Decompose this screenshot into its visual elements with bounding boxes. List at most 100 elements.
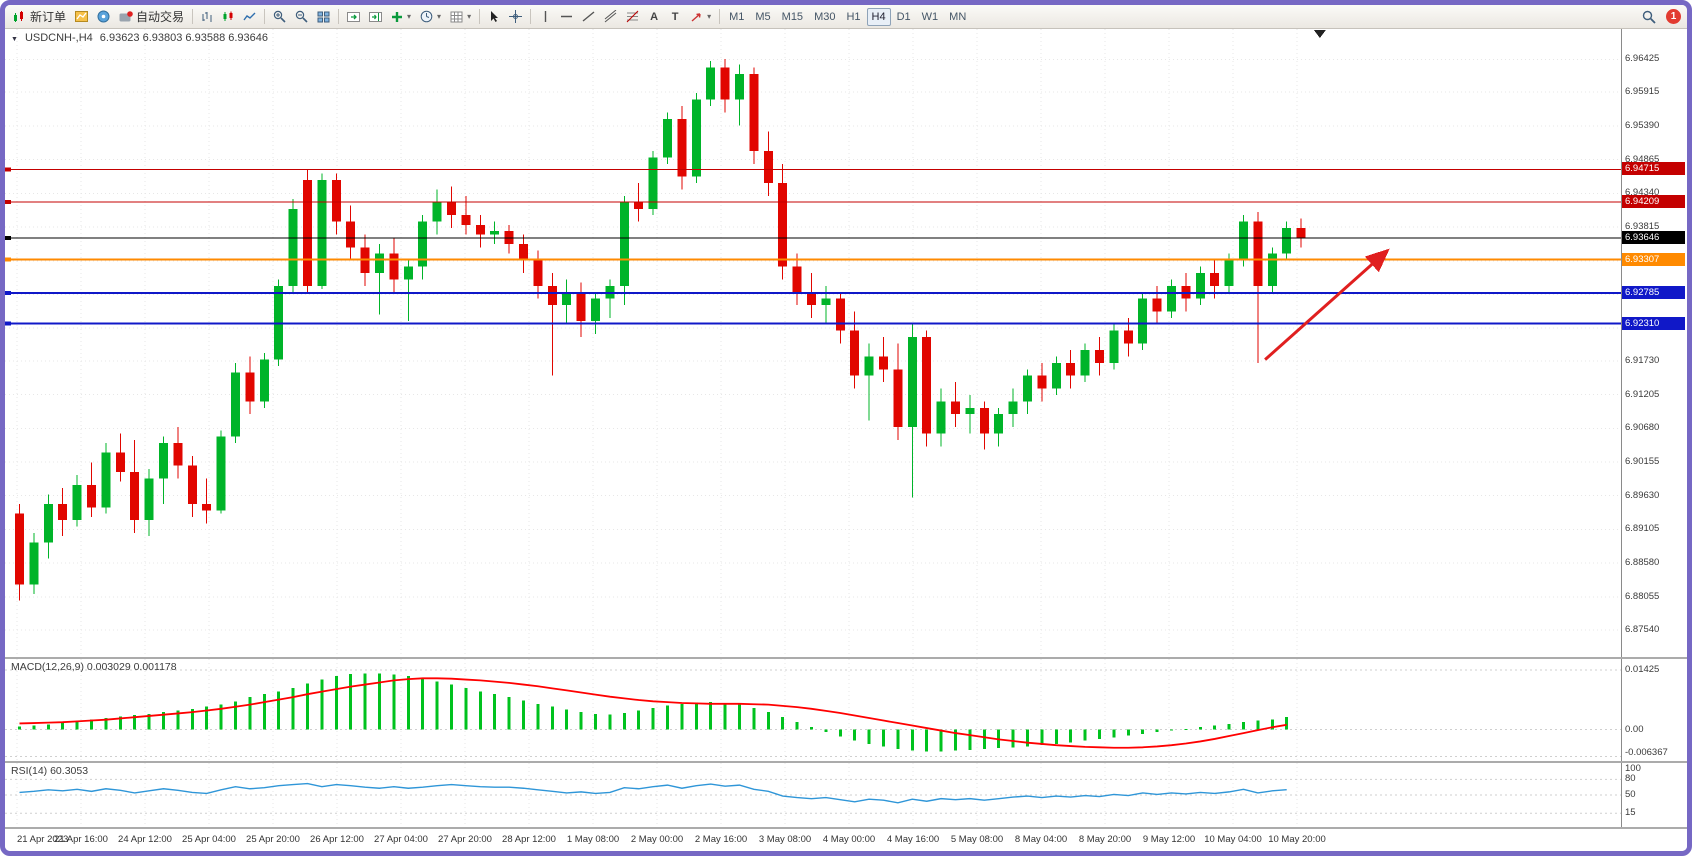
macd-histogram-bar bbox=[1112, 729, 1116, 738]
templates-dropdown[interactable] bbox=[446, 7, 475, 27]
candle bbox=[288, 199, 298, 293]
charts-button[interactable] bbox=[71, 7, 92, 27]
shapes-dropdown[interactable] bbox=[686, 7, 715, 27]
timeframe-w1-button[interactable]: W1 bbox=[921, 10, 939, 23]
candle bbox=[648, 150, 658, 216]
candle bbox=[879, 337, 888, 383]
candle bbox=[187, 455, 197, 517]
text-label-button[interactable]: T bbox=[665, 7, 685, 27]
text-button[interactable]: A bbox=[644, 7, 664, 27]
rsi-axis-label: 15 bbox=[1625, 807, 1636, 819]
timeframe-mn-button[interactable]: MN bbox=[949, 10, 967, 23]
chart-shift-button[interactable] bbox=[365, 7, 386, 27]
macd-histogram-bar bbox=[896, 729, 900, 749]
level-price-tag[interactable]: 6.93307 bbox=[1622, 252, 1685, 266]
timeframe-m30-button[interactable]: M30 bbox=[814, 10, 836, 23]
level-price-tag[interactable]: 6.92310 bbox=[1622, 316, 1685, 330]
crosshair-button[interactable] bbox=[505, 7, 526, 27]
macd-histogram-bar bbox=[1198, 727, 1202, 730]
time-axis-label: 2 May 16:00 bbox=[694, 834, 748, 845]
bar-chart-button[interactable] bbox=[197, 7, 217, 27]
tile-windows-button[interactable] bbox=[313, 7, 334, 27]
panel-separator[interactable] bbox=[5, 761, 1687, 763]
macd-histogram-bar bbox=[795, 722, 799, 730]
toolbar-separator bbox=[338, 9, 340, 24]
level-price-tag[interactable]: 6.94715 bbox=[1622, 162, 1685, 176]
macd-histogram-bar bbox=[939, 729, 943, 752]
timeframe-d1-button[interactable]: D1 bbox=[896, 10, 911, 23]
macd-histogram-bar bbox=[464, 687, 468, 730]
candle bbox=[778, 163, 788, 280]
macd-histogram-bar bbox=[176, 710, 180, 730]
candle bbox=[432, 189, 442, 235]
time-axis-label: 4 May 16:00 bbox=[886, 834, 940, 845]
candle bbox=[576, 282, 586, 338]
zoom-out-button[interactable] bbox=[291, 7, 312, 27]
autotrading-button[interactable]: 自动交易 bbox=[115, 7, 188, 27]
macd-axis-label: 0.01425 bbox=[1625, 664, 1660, 676]
price-axis-label: 6.95390 bbox=[1625, 119, 1660, 131]
timeframe-m15-button[interactable]: M15 bbox=[781, 10, 804, 23]
timeframe-h1-button[interactable]: H1 bbox=[846, 10, 861, 23]
timeframe-m1-button[interactable]: M1 bbox=[729, 10, 745, 23]
level-price-tag[interactable]: 6.92785 bbox=[1622, 286, 1685, 300]
macd-axis: 0.01425 0.00 -0.006367 bbox=[1621, 659, 1687, 761]
cursor-button[interactable] bbox=[484, 7, 504, 27]
time-axis-label: 25 Apr 04:00 bbox=[182, 834, 236, 845]
auto-scroll-button[interactable] bbox=[343, 7, 364, 27]
candle bbox=[1296, 218, 1306, 248]
candlestick-chart-icon bbox=[223, 11, 233, 21]
macd-histogram-bar bbox=[838, 729, 842, 737]
candle bbox=[72, 475, 82, 527]
rsi-panel: RSI(14) 60.3053 100 80 50 15 bbox=[5, 763, 1687, 827]
timeframe-m5-button[interactable]: M5 bbox=[755, 10, 771, 23]
toolbar-separator bbox=[719, 9, 721, 24]
time-axis-label: 1 May 08:00 bbox=[566, 834, 620, 845]
periods-dropdown[interactable] bbox=[416, 7, 445, 27]
indicators-dropdown[interactable] bbox=[387, 7, 415, 27]
chart-collapse-icon[interactable] bbox=[11, 32, 18, 44]
time-axis[interactable]: 21 Apr 2023 21 Apr 16:00 24 Apr 12:00 25 Ap… bbox=[5, 829, 1687, 851]
price-axis[interactable]: 6.96425 6.95915 6.95390 6.94865 6.94340 6.938… bbox=[1621, 29, 1687, 657]
level-price-tag[interactable]: 6.93646 bbox=[1622, 230, 1685, 244]
macd-histogram-bar bbox=[1227, 723, 1231, 730]
bar-chart-icon bbox=[202, 11, 212, 22]
time-axis-label: 10 May 20:00 bbox=[1268, 834, 1326, 845]
trend-arrow-annotation[interactable] bbox=[1264, 248, 1390, 361]
macd-histogram-bar bbox=[1213, 725, 1217, 730]
macd-histogram-bar bbox=[75, 721, 79, 730]
navigator-button[interactable] bbox=[93, 7, 114, 27]
notification-badge[interactable]: 1 bbox=[1666, 9, 1681, 24]
macd-histogram-bar bbox=[594, 713, 597, 730]
trendline-button[interactable] bbox=[578, 7, 599, 27]
price-axis-label: 6.91730 bbox=[1625, 354, 1660, 366]
rsi-axis: 100 80 50 15 bbox=[1621, 763, 1687, 827]
level-start-marker bbox=[5, 257, 11, 262]
candle bbox=[1023, 369, 1032, 415]
candle bbox=[864, 343, 874, 421]
channel-button[interactable] bbox=[600, 7, 621, 27]
level-price-tag[interactable]: 6.94209 bbox=[1622, 194, 1685, 208]
timeframe-h4-button[interactable]: H4 bbox=[866, 7, 891, 26]
macd-histogram-bar bbox=[18, 726, 21, 730]
macd-histogram-bar bbox=[1270, 719, 1274, 730]
macd-histogram-bar bbox=[925, 729, 929, 752]
candlestick-chart-button[interactable] bbox=[218, 7, 238, 27]
rsi-axis-label: 100 bbox=[1625, 763, 1641, 774]
candle bbox=[115, 433, 125, 482]
horizontal-line-button[interactable] bbox=[556, 7, 577, 27]
line-chart-button[interactable] bbox=[239, 7, 260, 27]
channel-icon bbox=[604, 10, 617, 23]
candle bbox=[331, 173, 341, 235]
candle bbox=[951, 382, 960, 428]
new-order-button[interactable]: 新订单 bbox=[9, 7, 70, 27]
panel-separator[interactable] bbox=[5, 657, 1687, 659]
vertical-line-button[interactable] bbox=[535, 7, 555, 27]
candle bbox=[1080, 343, 1090, 383]
fibonacci-button[interactable] bbox=[622, 7, 643, 27]
candle bbox=[1195, 266, 1205, 306]
search-button[interactable] bbox=[1638, 7, 1660, 27]
zoom-in-button[interactable] bbox=[269, 7, 290, 27]
candle bbox=[591, 292, 600, 334]
macd-histogram-bar bbox=[162, 712, 165, 730]
